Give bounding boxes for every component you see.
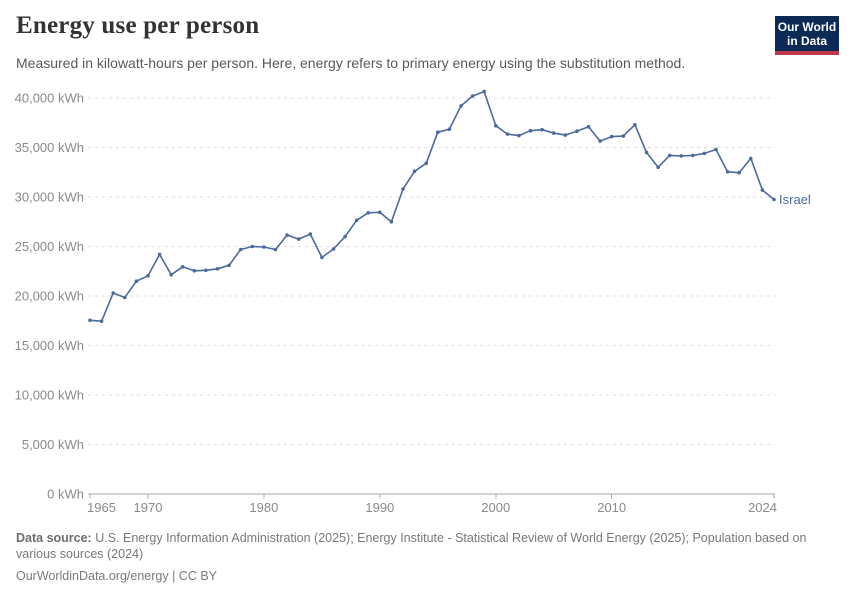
series-label-israel[interactable]: Israel bbox=[779, 192, 811, 207]
data-point-marker[interactable] bbox=[725, 170, 730, 174]
data-point-marker[interactable] bbox=[308, 232, 313, 236]
data-point-marker[interactable] bbox=[667, 153, 672, 158]
data-point-marker[interactable] bbox=[250, 244, 255, 249]
data-point-marker[interactable] bbox=[99, 319, 104, 323]
data-point-marker[interactable] bbox=[180, 265, 185, 269]
data-point-marker[interactable] bbox=[714, 147, 718, 152]
chart-footer: Data source: U.S. Energy Information Adm… bbox=[16, 530, 814, 584]
data-point-marker[interactable] bbox=[702, 151, 707, 156]
data-point-marker[interactable] bbox=[169, 272, 173, 277]
data-point-marker[interactable] bbox=[215, 267, 220, 271]
data-point-marker[interactable] bbox=[146, 273, 150, 278]
data-point-marker[interactable] bbox=[609, 134, 614, 139]
data-point-marker[interactable] bbox=[273, 247, 278, 252]
x-axis-tick-label: 2000 bbox=[481, 500, 510, 515]
x-axis-tick-label: 2024 bbox=[748, 500, 777, 515]
data-source-line: Data source: U.S. Energy Information Adm… bbox=[16, 530, 814, 562]
data-point-marker[interactable] bbox=[204, 268, 208, 273]
data-point-marker[interactable] bbox=[528, 128, 533, 133]
data-point-marker[interactable] bbox=[540, 127, 544, 132]
data-point-marker[interactable] bbox=[88, 318, 92, 323]
israel-line[interactable] bbox=[89, 90, 775, 322]
owid-logo-line2: in Data bbox=[786, 34, 827, 48]
x-axis-tick-label: 1980 bbox=[249, 500, 278, 515]
x-axis-tick-label: 1970 bbox=[134, 500, 163, 515]
owid-logo[interactable]: Our World in Data bbox=[775, 16, 839, 55]
data-point-marker[interactable] bbox=[551, 131, 556, 135]
data-point-marker[interactable] bbox=[447, 127, 452, 131]
data-point-marker[interactable] bbox=[749, 156, 753, 161]
y-axis-tick-label: 10,000 kWh bbox=[15, 388, 84, 403]
data-point-marker[interactable] bbox=[366, 211, 371, 215]
x-axis-tick-label: 1990 bbox=[365, 500, 394, 515]
data-point-marker[interactable] bbox=[459, 104, 463, 108]
y-axis-tick-label: 0 kWh bbox=[47, 487, 84, 502]
data-point-marker[interactable] bbox=[436, 130, 440, 134]
data-point-marker[interactable] bbox=[343, 234, 347, 239]
data-point-marker[interactable] bbox=[227, 263, 231, 268]
data-point-marker[interactable] bbox=[644, 150, 649, 155]
data-source-text: U.S. Energy Information Administration (… bbox=[16, 531, 807, 561]
data-point-marker[interactable] bbox=[157, 252, 162, 257]
data-point-marker[interactable] bbox=[772, 197, 776, 202]
y-axis-tick-label: 5,000 kWh bbox=[22, 437, 84, 452]
data-point-marker[interactable] bbox=[354, 218, 359, 223]
x-axis-tick-label: 1965 bbox=[87, 500, 116, 515]
data-point-marker[interactable] bbox=[482, 89, 487, 94]
data-point-marker[interactable] bbox=[296, 237, 301, 241]
data-point-marker[interactable] bbox=[111, 291, 115, 295]
data-point-marker[interactable] bbox=[134, 279, 139, 283]
chart-svg: 0 kWh 5,000 kWh 10,000 kWh 15,000 kWh 20,000… bbox=[15, 89, 811, 515]
data-point-marker[interactable] bbox=[238, 247, 243, 252]
data-point-marker[interactable] bbox=[401, 187, 405, 191]
owid-url-link[interactable]: OurWorldinData.org/energy | CC BY bbox=[16, 569, 218, 583]
data-point-marker[interactable] bbox=[679, 154, 684, 158]
y-axis-tick-label: 25,000 kWh bbox=[15, 239, 84, 254]
data-point-marker[interactable] bbox=[575, 129, 579, 133]
data-source-label: Data source: bbox=[16, 531, 92, 545]
data-point-marker[interactable] bbox=[192, 269, 197, 273]
data-point-marker[interactable] bbox=[262, 245, 266, 249]
data-point-marker[interactable] bbox=[389, 220, 394, 224]
y-axis-tick-label: 20,000 kWh bbox=[15, 289, 84, 304]
data-point-marker[interactable] bbox=[285, 233, 289, 237]
data-point-marker[interactable] bbox=[331, 247, 336, 251]
data-point-marker[interactable] bbox=[470, 94, 475, 98]
data-point-marker[interactable] bbox=[378, 210, 382, 215]
data-point-marker[interactable] bbox=[123, 295, 127, 300]
data-point-marker[interactable] bbox=[656, 165, 660, 170]
y-axis-tick-label: 30,000 kWh bbox=[15, 190, 84, 205]
data-point-marker[interactable] bbox=[320, 255, 324, 260]
page-subtitle: Measured in kilowatt-hours per person. H… bbox=[16, 55, 686, 71]
data-point-marker[interactable] bbox=[494, 123, 498, 128]
data-point-marker[interactable] bbox=[424, 161, 429, 166]
data-point-marker[interactable] bbox=[586, 124, 591, 129]
data-point-marker[interactable] bbox=[517, 133, 521, 138]
x-axis-tick-label: 2010 bbox=[597, 500, 626, 515]
data-point-marker[interactable] bbox=[633, 122, 637, 127]
data-point-marker[interactable] bbox=[621, 134, 626, 138]
data-point-marker[interactable] bbox=[505, 132, 510, 136]
owid-logo-line1: Our World bbox=[777, 20, 837, 34]
data-point-marker[interactable] bbox=[563, 133, 568, 137]
data-point-marker[interactable] bbox=[760, 188, 765, 192]
page-title: Energy use per person bbox=[16, 12, 260, 39]
data-point-marker[interactable] bbox=[737, 170, 741, 175]
chart-area: 0 kWh 5,000 kWh 10,000 kWh 15,000 kWh 20,000… bbox=[0, 85, 850, 520]
data-point-marker[interactable] bbox=[412, 169, 417, 174]
y-axis-tick-label: 40,000 kWh bbox=[15, 91, 84, 106]
y-axis-tick-label: 35,000 kWh bbox=[15, 140, 84, 155]
data-point-marker[interactable] bbox=[598, 139, 602, 143]
data-point-marker[interactable] bbox=[691, 153, 695, 158]
y-axis-tick-label: 15,000 kWh bbox=[15, 338, 84, 353]
